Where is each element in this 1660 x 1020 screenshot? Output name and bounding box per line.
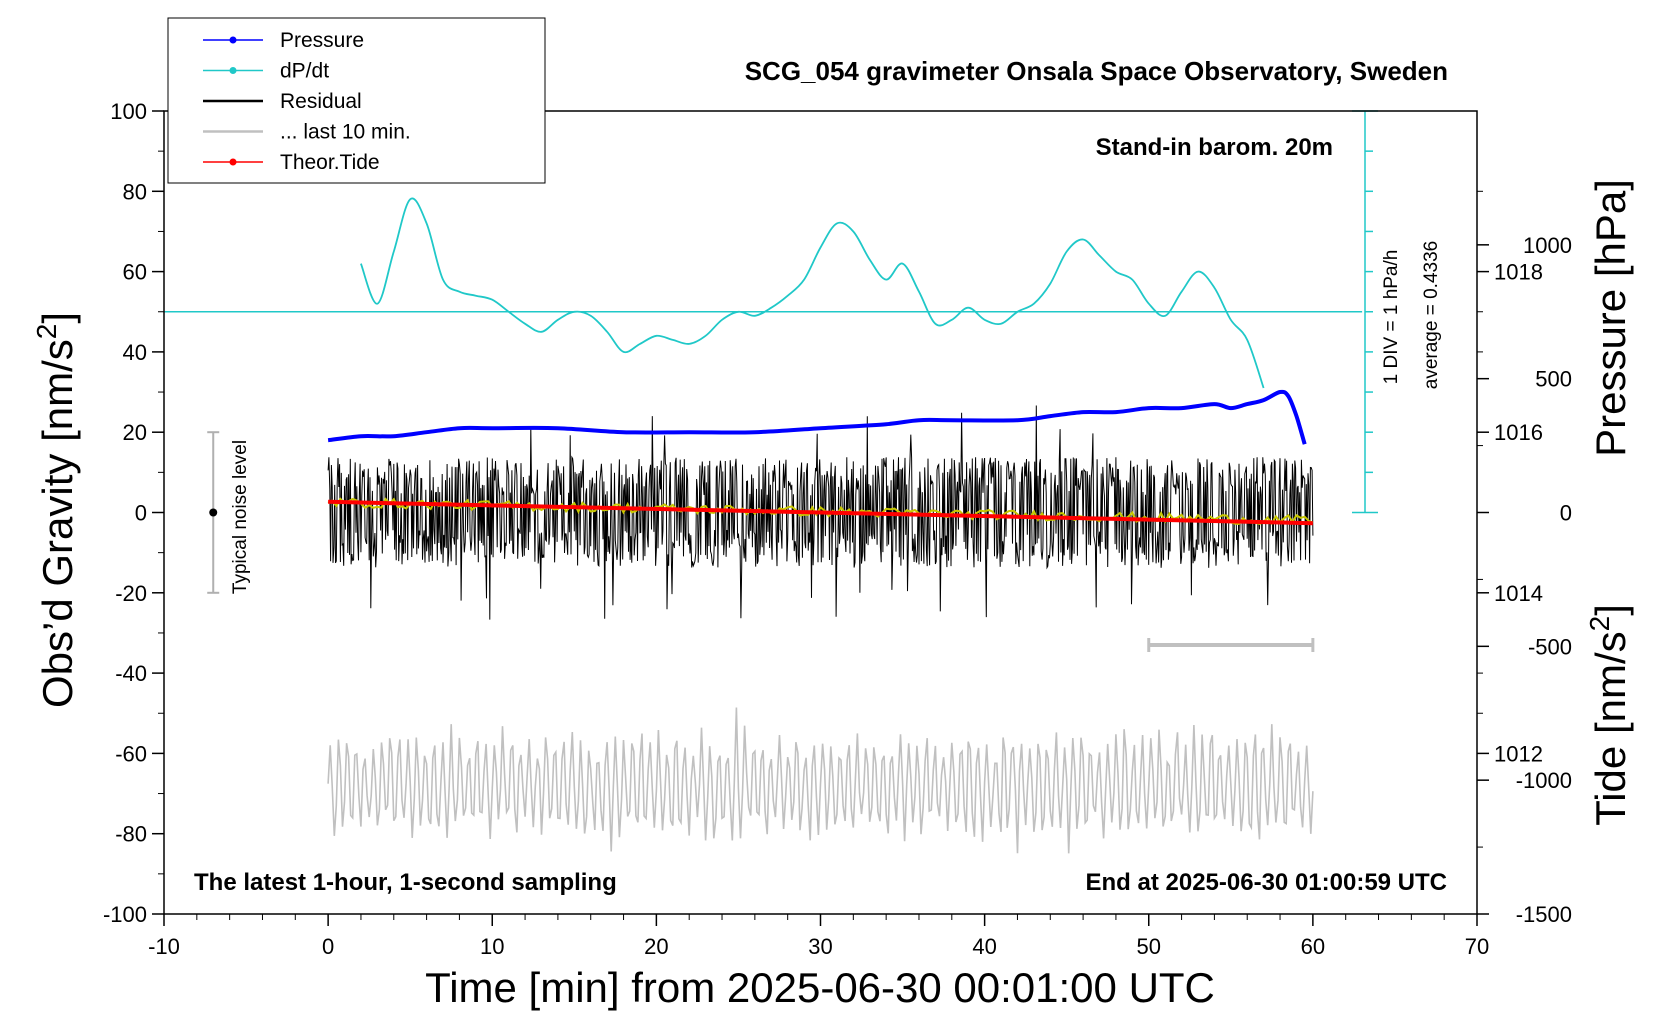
annotation-average-note: average = 0.4336 <box>1421 241 1442 389</box>
y-tide-tick-label: -1500 <box>1516 902 1572 927</box>
legend-label-last-10-min: ... last 10 min. <box>280 121 411 144</box>
y-pressure-tick-label: 1018 <box>1494 260 1543 285</box>
y-tide-tick-label: 0 <box>1560 501 1572 526</box>
y-left-tick-label: -100 <box>103 902 147 927</box>
y-tide-tick-label: 1000 <box>1523 233 1572 258</box>
x-tick-label: 60 <box>1301 934 1325 959</box>
y-left-tick-label: -40 <box>115 661 147 686</box>
y-left-tick-label: 20 <box>123 420 147 445</box>
legend: Pressure dP/dt Residual ... last 10 min. The… <box>167 17 546 184</box>
y-left-tick-label: 0 <box>135 501 147 526</box>
y-left-tick-label: -60 <box>115 741 147 766</box>
chart-title: SCG_054 gravimeter Onsala Space Observat… <box>745 56 1448 86</box>
annotation-end-time: End at 2025-06-30 01:00:59 UTC <box>1086 869 1448 896</box>
legend-label-theor-tide: Theor.Tide <box>280 151 380 174</box>
x-tick-label: 0 <box>322 934 334 959</box>
x-tick-label: 10 <box>480 934 504 959</box>
annotation-latest-hour: The latest 1-hour, 1-second sampling <box>194 869 617 896</box>
legend-label-dp-dt: dP/dt <box>280 60 329 83</box>
last-10-min-line <box>327 707 1314 854</box>
y-tide-tick-label: 500 <box>1535 367 1572 392</box>
legend-marker-dp-dt <box>229 67 237 74</box>
noise-level-dot <box>209 508 218 517</box>
series-layer <box>207 197 1315 652</box>
y-left-tick-label: -20 <box>115 581 147 606</box>
annotation-stand-in-barom: Stand-in barom. 20m <box>1096 134 1333 161</box>
y-pressure-tick-label: 1012 <box>1494 741 1543 766</box>
legend-label-pressure: Pressure <box>280 29 364 52</box>
series-pressure-line <box>327 389 1307 445</box>
x-tick-label: 40 <box>972 934 996 959</box>
x-tick-label: 30 <box>808 934 832 959</box>
y-axis-label-left: Obs’d Gravity [nm/s2] <box>31 312 81 708</box>
annotation-noise-label: Typical noise level <box>230 440 251 594</box>
y-axis-label-tide: Tide [nm/s2] <box>1584 604 1634 826</box>
x-tick-label: 50 <box>1137 934 1161 959</box>
y-tide-tick-label: -1000 <box>1516 768 1572 793</box>
y-pressure-tick-label: 1014 <box>1494 581 1543 606</box>
annotation-div-note: 1 DIV = 1 hPa/h <box>1381 250 1402 385</box>
y-axis-label-pressure: Pressure [hPa] <box>1587 179 1634 457</box>
legend-marker-theor-tide <box>229 158 237 166</box>
legend-marker-pressure <box>229 36 237 44</box>
legend-label-residual: Residual <box>280 90 362 113</box>
series-dp-dt-line <box>360 197 1265 389</box>
x-tick-label: 20 <box>644 934 668 959</box>
series-theor-tide-line <box>328 499 1313 526</box>
text-layer: SCG_054 gravimeter Onsala Space Observat… <box>31 56 1634 1011</box>
y-left-tick-label: 40 <box>123 340 147 365</box>
tick-layer: -10 0 10 20 30 40 50 60 70100806040200-20-40-60-… <box>103 99 1572 959</box>
x-tick-label: -10 <box>148 934 180 959</box>
x-tick-label: 70 <box>1465 934 1489 959</box>
x-axis-label: Time [min] from 2025-06-30 00:01:00 UTC <box>425 964 1215 1011</box>
y-tide-tick-label: -500 <box>1528 634 1572 659</box>
y-left-tick-label: 100 <box>110 99 147 124</box>
noise-layer <box>327 405 1314 854</box>
y-left-tick-label: -80 <box>115 822 147 847</box>
residual-line <box>327 405 1314 620</box>
y-pressure-tick-label: 1016 <box>1494 420 1543 445</box>
y-left-tick-label: 60 <box>123 260 147 285</box>
y-left-tick-label: 80 <box>123 179 147 204</box>
